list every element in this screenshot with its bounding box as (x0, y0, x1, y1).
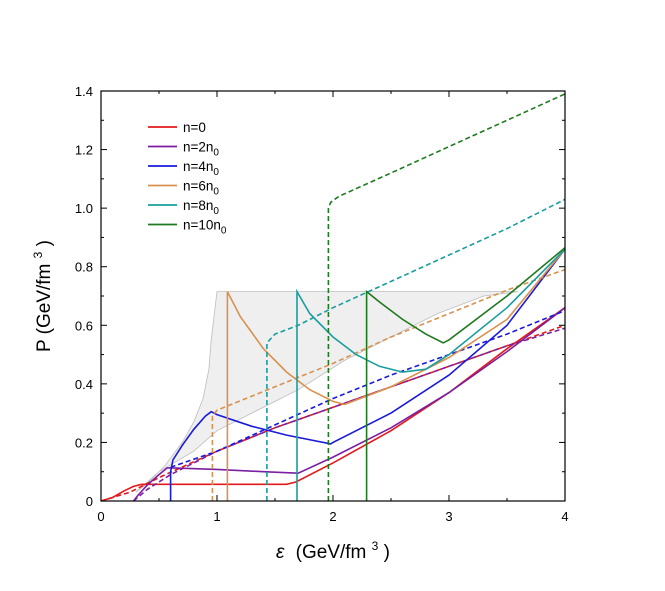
y-axis-unit-close: ) (34, 240, 55, 246)
series-5-solid-line (365, 247, 566, 501)
y-tick-label: 0.2 (75, 435, 93, 450)
y-tick-label: 0.4 (75, 377, 93, 392)
y-tick-label: 0.6 (75, 318, 93, 333)
x-tick-label: 1 (213, 509, 220, 524)
legend-label: n=2n0 (183, 140, 219, 159)
x-tick-label: 4 (561, 509, 568, 524)
y-tick-label: 1.4 (75, 84, 93, 99)
y-tick-label: 1.2 (75, 143, 93, 158)
series-3-dashed-line (211, 268, 566, 501)
series-1-solid-line (132, 307, 566, 502)
ticks-layer: 0 1 2 3 4 0 0.2 0.4 0.6 0.8 1.0 1.2 1.4 (75, 84, 569, 524)
legend-label: n=6n0 (183, 179, 219, 198)
series-0-dashed-line (100, 324, 566, 502)
shaded-region-layer (135, 291, 519, 493)
legend-label: n=0 (183, 120, 206, 135)
y-axis-title: P (GeV/fm 3 ) (26, 240, 55, 352)
series-layer (100, 93, 566, 502)
y-tick-label: 1.0 (75, 201, 93, 216)
legend-label: n=10n0 (183, 218, 227, 237)
series-2-solid-line (169, 248, 566, 501)
legend-label: n=4n0 (183, 159, 219, 178)
x-axis-symbol: ε (276, 542, 285, 563)
series-4-dashed-line (266, 198, 566, 501)
y-tick-label: 0 (86, 494, 93, 509)
x-tick-label: 0 (97, 509, 104, 524)
y-axis-label: P (GeV/fm (34, 264, 55, 352)
y-axis-unit-exponent: 3 (31, 251, 45, 258)
x-axis-unit-exponent: 3 (372, 539, 379, 553)
series-4-solid-line (296, 248, 566, 501)
legend-label: n=8n0 (183, 198, 219, 217)
x-tick-label: 2 (329, 509, 336, 524)
x-axis-title: ε (GeV/fm 3 ) (276, 534, 390, 563)
series-3-solid-line (226, 248, 566, 501)
shaded-region (135, 291, 519, 493)
y-tick-label: 0.8 (75, 260, 93, 275)
x-axis-unit: (GeV/fm (296, 542, 367, 563)
series-5-dashed-line (327, 93, 566, 501)
x-axis-unit-close: ) (384, 542, 390, 563)
x-tick-label: 3 (445, 509, 452, 524)
